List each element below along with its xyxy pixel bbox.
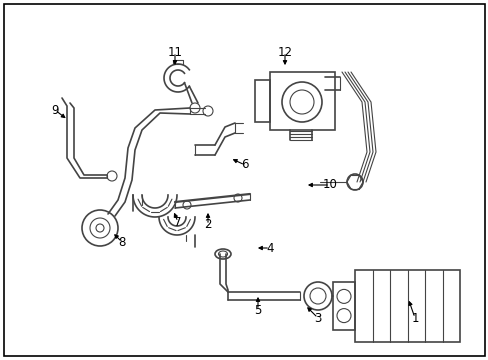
Text: 12: 12 — [277, 45, 292, 58]
Text: 2: 2 — [204, 219, 211, 231]
Text: 6: 6 — [241, 158, 248, 171]
Text: 9: 9 — [51, 104, 59, 117]
Bar — [254, 80, 269, 122]
Text: 11: 11 — [167, 45, 182, 58]
Text: 4: 4 — [265, 242, 273, 255]
Text: 5: 5 — [254, 303, 261, 316]
Text: 10: 10 — [322, 179, 337, 192]
Text: 8: 8 — [118, 235, 125, 248]
Bar — [269, 72, 334, 130]
Text: 1: 1 — [410, 311, 418, 324]
Text: 7: 7 — [174, 216, 182, 229]
Bar — [354, 270, 459, 342]
Text: 3: 3 — [314, 311, 321, 324]
Bar — [332, 282, 354, 330]
